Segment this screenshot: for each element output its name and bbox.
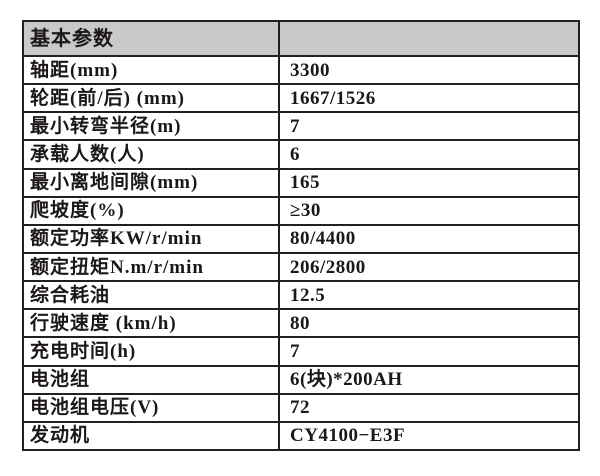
table-row: 最小转弯半径(m) 7 bbox=[22, 111, 580, 142]
spec-value: 165 bbox=[278, 167, 580, 198]
spec-label: 行驶速度 (km/h) bbox=[22, 308, 280, 339]
spec-table: 基本参数 轴距(mm) 3300 轮距(前/后) (mm) 1667/1526 最小转弯… bbox=[22, 20, 580, 452]
spec-value: 1667/1526 bbox=[278, 83, 580, 114]
spec-label: 额定功率KW/r/min bbox=[22, 223, 280, 254]
table-row: 行驶速度 (km/h) 80 bbox=[22, 308, 580, 339]
table-row: 轮距(前/后) (mm) 1667/1526 bbox=[22, 83, 580, 114]
spec-value: ≥30 bbox=[278, 195, 580, 226]
table-row: 电池组电压(V) 72 bbox=[22, 392, 580, 423]
spec-value: 3300 bbox=[278, 54, 580, 86]
spec-label: 轴距(mm) bbox=[22, 54, 280, 86]
spec-label: 爬坡度(%) bbox=[22, 195, 280, 226]
spec-label: 电池组电压(V) bbox=[22, 392, 280, 423]
spec-label: 充电时间(h) bbox=[22, 336, 280, 367]
table-row: 综合耗油 12.5 bbox=[22, 280, 580, 311]
spec-value: 6 bbox=[278, 139, 580, 170]
spec-label: 最小离地间隙(mm) bbox=[22, 167, 280, 198]
table-title-value-cell bbox=[278, 20, 580, 57]
spec-value: 206/2800 bbox=[278, 251, 580, 283]
spec-value: 80/4400 bbox=[278, 223, 580, 254]
spec-value: 7 bbox=[278, 336, 580, 367]
table-row: 电池组 6(块)*200AH bbox=[22, 364, 580, 395]
spec-value: 72 bbox=[278, 392, 580, 423]
spec-value: CY4100−E3F bbox=[278, 420, 580, 452]
table-row: 充电时间(h) 7 bbox=[22, 336, 580, 367]
table-row: 额定功率KW/r/min 80/4400 bbox=[22, 223, 580, 254]
spec-label: 发动机 bbox=[22, 420, 280, 452]
spec-table-body: 轴距(mm) 3300 轮距(前/后) (mm) 1667/1526 最小转弯半径(m)… bbox=[22, 54, 580, 452]
table-row: 最小离地间隙(mm) 165 bbox=[22, 167, 580, 198]
spec-label: 额定扭矩N.m/r/min bbox=[22, 251, 280, 283]
spec-label: 电池组 bbox=[22, 364, 280, 395]
table-row: 额定扭矩N.m/r/min 206/2800 bbox=[22, 251, 580, 283]
table-title: 基本参数 bbox=[22, 20, 280, 57]
spec-label: 最小转弯半径(m) bbox=[22, 111, 280, 142]
spec-label: 承载人数(人) bbox=[22, 139, 280, 170]
table-row: 轴距(mm) 3300 bbox=[22, 54, 580, 86]
spec-value: 6(块)*200AH bbox=[278, 364, 580, 395]
basic-parameters-table: 基本参数 轴距(mm) 3300 轮距(前/后) (mm) 1667/1526 最小转弯… bbox=[22, 20, 580, 452]
table-row: 爬坡度(%) ≥30 bbox=[22, 195, 580, 226]
table-row: 承载人数(人) 6 bbox=[22, 139, 580, 170]
spec-value: 80 bbox=[278, 308, 580, 339]
spec-value: 7 bbox=[278, 111, 580, 142]
spec-label: 综合耗油 bbox=[22, 280, 280, 311]
table-row: 发动机 CY4100−E3F bbox=[22, 420, 580, 452]
spec-value: 12.5 bbox=[278, 280, 580, 311]
spec-label: 轮距(前/后) (mm) bbox=[22, 83, 280, 114]
table-header-row: 基本参数 bbox=[22, 20, 580, 57]
